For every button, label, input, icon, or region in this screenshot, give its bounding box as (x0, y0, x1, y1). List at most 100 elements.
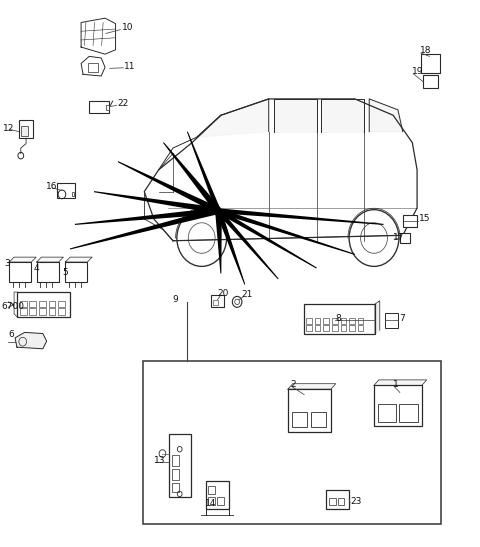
Text: 22: 22 (118, 99, 129, 108)
Bar (304, 304, 375, 334)
Bar (349, 318, 355, 324)
Polygon shape (274, 99, 317, 132)
Bar (20, 309, 26, 315)
Bar (57, 183, 75, 198)
Text: 6: 6 (8, 330, 14, 339)
Bar (172, 469, 179, 480)
Bar (89, 101, 109, 113)
Bar (374, 385, 422, 426)
Bar (337, 498, 344, 505)
Polygon shape (322, 99, 364, 132)
Bar (340, 325, 346, 331)
Bar (329, 498, 336, 505)
Bar (29, 309, 36, 315)
Polygon shape (197, 99, 269, 137)
Polygon shape (374, 380, 427, 385)
Polygon shape (81, 18, 116, 54)
Text: 3: 3 (4, 259, 10, 268)
Polygon shape (36, 257, 63, 262)
Polygon shape (217, 209, 278, 280)
Bar (315, 318, 321, 324)
Polygon shape (75, 207, 219, 225)
Polygon shape (65, 257, 92, 262)
Polygon shape (218, 208, 384, 225)
Bar (20, 301, 26, 307)
Bar (400, 233, 410, 243)
Bar (311, 412, 326, 427)
Bar (358, 325, 363, 331)
Text: 11: 11 (124, 62, 136, 71)
Bar (211, 295, 224, 307)
Bar (323, 325, 329, 331)
Bar (208, 486, 215, 494)
Bar (39, 309, 46, 315)
Text: 21: 21 (241, 290, 252, 299)
Bar (21, 126, 28, 136)
Text: 5: 5 (62, 268, 68, 277)
Bar (58, 309, 65, 315)
Bar (288, 389, 331, 432)
Polygon shape (94, 191, 219, 214)
Bar (349, 325, 355, 331)
Bar (17, 292, 70, 317)
Bar (29, 301, 36, 307)
Text: 16: 16 (46, 182, 57, 191)
Text: 13: 13 (154, 456, 165, 464)
Bar (19, 120, 33, 138)
Bar (88, 63, 98, 72)
Text: 19: 19 (412, 67, 424, 76)
Bar (332, 325, 337, 331)
Polygon shape (218, 208, 355, 255)
Polygon shape (217, 208, 317, 269)
Text: 9: 9 (172, 295, 178, 304)
Text: 14: 14 (204, 499, 216, 508)
Bar (9, 262, 31, 282)
Bar (144, 361, 441, 525)
Bar (421, 54, 440, 73)
Text: 10: 10 (122, 24, 134, 32)
Polygon shape (187, 131, 221, 212)
Bar (169, 434, 191, 497)
Bar (72, 191, 74, 196)
Bar (306, 325, 312, 331)
Polygon shape (375, 301, 380, 334)
Bar (399, 404, 418, 422)
Bar (65, 262, 87, 282)
Text: 12: 12 (3, 124, 14, 133)
Bar (213, 300, 218, 305)
Bar (172, 483, 179, 492)
Bar (36, 262, 59, 282)
Polygon shape (163, 142, 221, 213)
Text: 2: 2 (291, 380, 296, 389)
Polygon shape (288, 383, 336, 389)
Text: 18: 18 (420, 46, 432, 55)
Bar (403, 215, 417, 227)
Text: 7: 7 (399, 314, 405, 323)
Polygon shape (9, 257, 36, 262)
Polygon shape (369, 99, 403, 132)
Circle shape (216, 207, 221, 214)
Polygon shape (216, 210, 245, 284)
Bar (208, 497, 215, 505)
Bar (358, 318, 363, 324)
Bar (217, 497, 224, 505)
Bar (39, 301, 46, 307)
Text: 4: 4 (33, 264, 39, 272)
Bar (332, 318, 337, 324)
Text: 17: 17 (393, 233, 405, 242)
Polygon shape (70, 207, 219, 249)
Bar (106, 105, 109, 110)
Bar (205, 481, 228, 509)
Polygon shape (15, 333, 47, 349)
Bar (48, 301, 55, 307)
Bar (423, 75, 438, 88)
Bar (172, 455, 179, 465)
Bar (292, 412, 307, 427)
Bar (323, 318, 329, 324)
Bar (385, 313, 398, 328)
Text: 1: 1 (393, 380, 399, 389)
Text: 23: 23 (350, 497, 361, 506)
Polygon shape (81, 56, 105, 76)
Bar (315, 325, 321, 331)
Bar (306, 318, 312, 324)
